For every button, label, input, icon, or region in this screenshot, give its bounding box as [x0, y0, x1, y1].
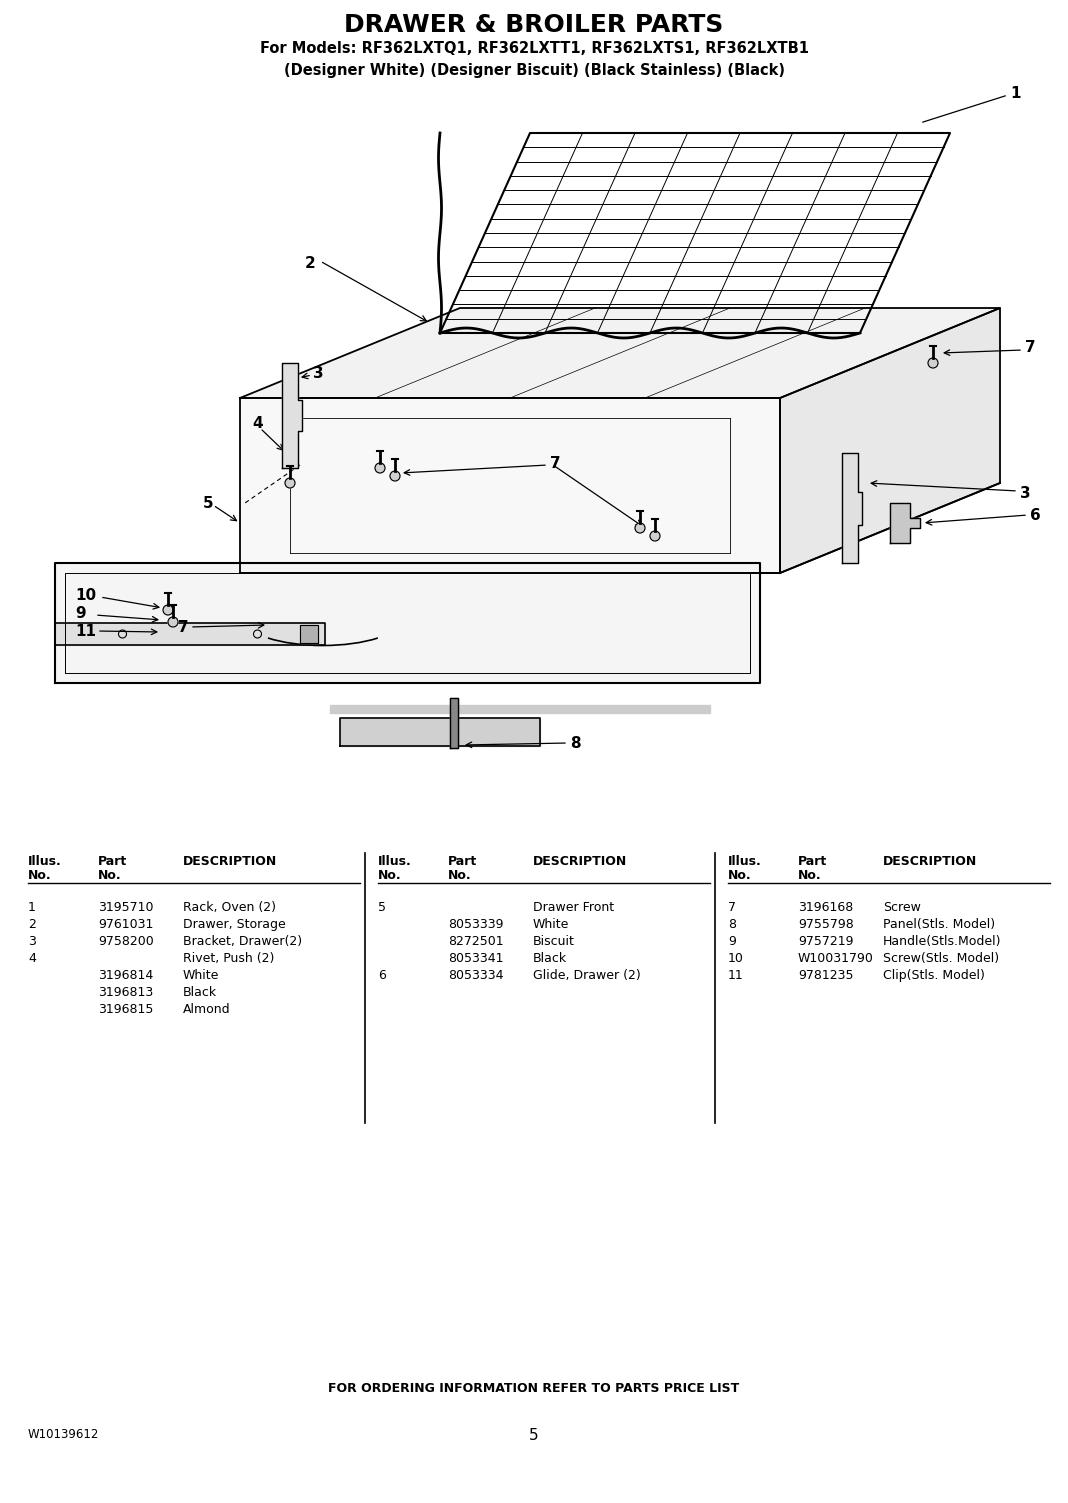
- Text: 3196815: 3196815: [98, 1003, 154, 1016]
- Text: Drawer, Storage: Drawer, Storage: [183, 918, 286, 930]
- Text: Illus.: Illus.: [728, 855, 761, 869]
- Text: Drawer Front: Drawer Front: [533, 900, 614, 914]
- Text: 8: 8: [570, 735, 581, 750]
- Text: 7: 7: [178, 619, 189, 634]
- Text: W10139612: W10139612: [28, 1428, 99, 1441]
- Text: 1: 1: [1010, 86, 1021, 101]
- Circle shape: [375, 463, 384, 473]
- Polygon shape: [340, 718, 540, 745]
- Text: DESCRIPTION: DESCRIPTION: [533, 855, 627, 869]
- Text: 8: 8: [728, 918, 736, 930]
- Text: Screw(Stls. Model): Screw(Stls. Model): [883, 951, 1000, 965]
- Text: No.: No.: [378, 869, 402, 882]
- Text: Biscuit: Biscuit: [533, 935, 575, 948]
- Circle shape: [650, 531, 660, 541]
- Polygon shape: [780, 308, 1000, 573]
- Polygon shape: [330, 705, 710, 712]
- Text: Almond: Almond: [183, 1003, 231, 1016]
- Text: Glide, Drawer (2): Glide, Drawer (2): [533, 969, 641, 981]
- Text: White: White: [533, 918, 569, 930]
- Text: 7: 7: [728, 900, 736, 914]
- Text: 3: 3: [28, 935, 36, 948]
- Text: 8053339: 8053339: [447, 918, 503, 930]
- Text: Clip(Stls. Model): Clip(Stls. Model): [883, 969, 985, 981]
- Circle shape: [285, 478, 295, 488]
- Text: 10: 10: [75, 588, 96, 603]
- Circle shape: [928, 358, 938, 368]
- Text: DRAWER & BROILER PARTS: DRAWER & BROILER PARTS: [344, 14, 724, 38]
- Text: 3: 3: [313, 365, 324, 380]
- Polygon shape: [54, 564, 760, 682]
- Polygon shape: [240, 398, 780, 573]
- Circle shape: [635, 523, 645, 534]
- Text: 11: 11: [728, 969, 743, 981]
- Text: No.: No.: [728, 869, 752, 882]
- Text: 4: 4: [252, 415, 263, 430]
- Polygon shape: [282, 364, 302, 467]
- Text: FOR ORDERING INFORMATION REFER TO PARTS PRICE LIST: FOR ORDERING INFORMATION REFER TO PARTS …: [328, 1381, 740, 1395]
- Polygon shape: [300, 625, 318, 643]
- Text: 9: 9: [728, 935, 736, 948]
- Text: 9757219: 9757219: [798, 935, 853, 948]
- Text: Black: Black: [183, 986, 217, 999]
- Circle shape: [390, 470, 400, 481]
- Polygon shape: [54, 624, 325, 645]
- Polygon shape: [450, 697, 458, 748]
- Text: 8053334: 8053334: [447, 969, 503, 981]
- Text: DESCRIPTION: DESCRIPTION: [183, 855, 278, 869]
- Text: 7: 7: [550, 455, 561, 470]
- Text: 2: 2: [305, 256, 316, 271]
- Text: (Designer White) (Designer Biscuit) (Black Stainless) (Black): (Designer White) (Designer Biscuit) (Bla…: [283, 63, 785, 78]
- Text: 9758200: 9758200: [98, 935, 154, 948]
- Text: Bracket, Drawer(2): Bracket, Drawer(2): [183, 935, 302, 948]
- Circle shape: [168, 618, 178, 627]
- Text: 7: 7: [1025, 341, 1036, 356]
- Text: Part: Part: [447, 855, 477, 869]
- Text: 3196168: 3196168: [798, 900, 853, 914]
- Text: White: White: [183, 969, 219, 981]
- Text: W10031790: W10031790: [798, 951, 874, 965]
- Polygon shape: [890, 504, 920, 543]
- Text: No.: No.: [798, 869, 821, 882]
- Text: Part: Part: [98, 855, 127, 869]
- Text: 5: 5: [529, 1428, 539, 1443]
- Text: Rack, Oven (2): Rack, Oven (2): [183, 900, 276, 914]
- Polygon shape: [842, 452, 862, 564]
- Text: For Models: RF362LXTQ1, RF362LXTT1, RF362LXTS1, RF362LXTB1: For Models: RF362LXTQ1, RF362LXTT1, RF36…: [260, 41, 808, 56]
- Text: 8272501: 8272501: [447, 935, 504, 948]
- Text: 9781235: 9781235: [798, 969, 853, 981]
- Text: Black: Black: [533, 951, 567, 965]
- Text: Handle(Stls.Model): Handle(Stls.Model): [883, 935, 1002, 948]
- Text: No.: No.: [98, 869, 122, 882]
- Text: Illus.: Illus.: [378, 855, 412, 869]
- Text: 9: 9: [75, 606, 85, 621]
- Text: Part: Part: [798, 855, 828, 869]
- Text: Screw: Screw: [883, 900, 921, 914]
- Text: 6: 6: [1030, 508, 1040, 523]
- Text: 3196813: 3196813: [98, 986, 153, 999]
- Polygon shape: [440, 132, 951, 334]
- Text: 8053341: 8053341: [447, 951, 503, 965]
- Text: 3: 3: [1020, 485, 1031, 500]
- Text: No.: No.: [447, 869, 472, 882]
- Text: 3195710: 3195710: [98, 900, 154, 914]
- Text: Illus.: Illus.: [28, 855, 62, 869]
- Text: 11: 11: [75, 624, 96, 639]
- Text: 9761031: 9761031: [98, 918, 154, 930]
- Text: 10: 10: [728, 951, 744, 965]
- Text: 3196814: 3196814: [98, 969, 153, 981]
- Text: Panel(Stls. Model): Panel(Stls. Model): [883, 918, 995, 930]
- Text: Rivet, Push (2): Rivet, Push (2): [183, 951, 274, 965]
- Text: 6: 6: [378, 969, 386, 981]
- Text: 5: 5: [203, 496, 214, 511]
- Polygon shape: [240, 308, 1000, 398]
- Text: 4: 4: [28, 951, 36, 965]
- Text: No.: No.: [28, 869, 51, 882]
- Circle shape: [163, 606, 173, 615]
- Text: DESCRIPTION: DESCRIPTION: [883, 855, 977, 869]
- Text: 5: 5: [378, 900, 386, 914]
- Text: 1: 1: [28, 900, 36, 914]
- Text: 9755798: 9755798: [798, 918, 853, 930]
- Text: 2: 2: [28, 918, 36, 930]
